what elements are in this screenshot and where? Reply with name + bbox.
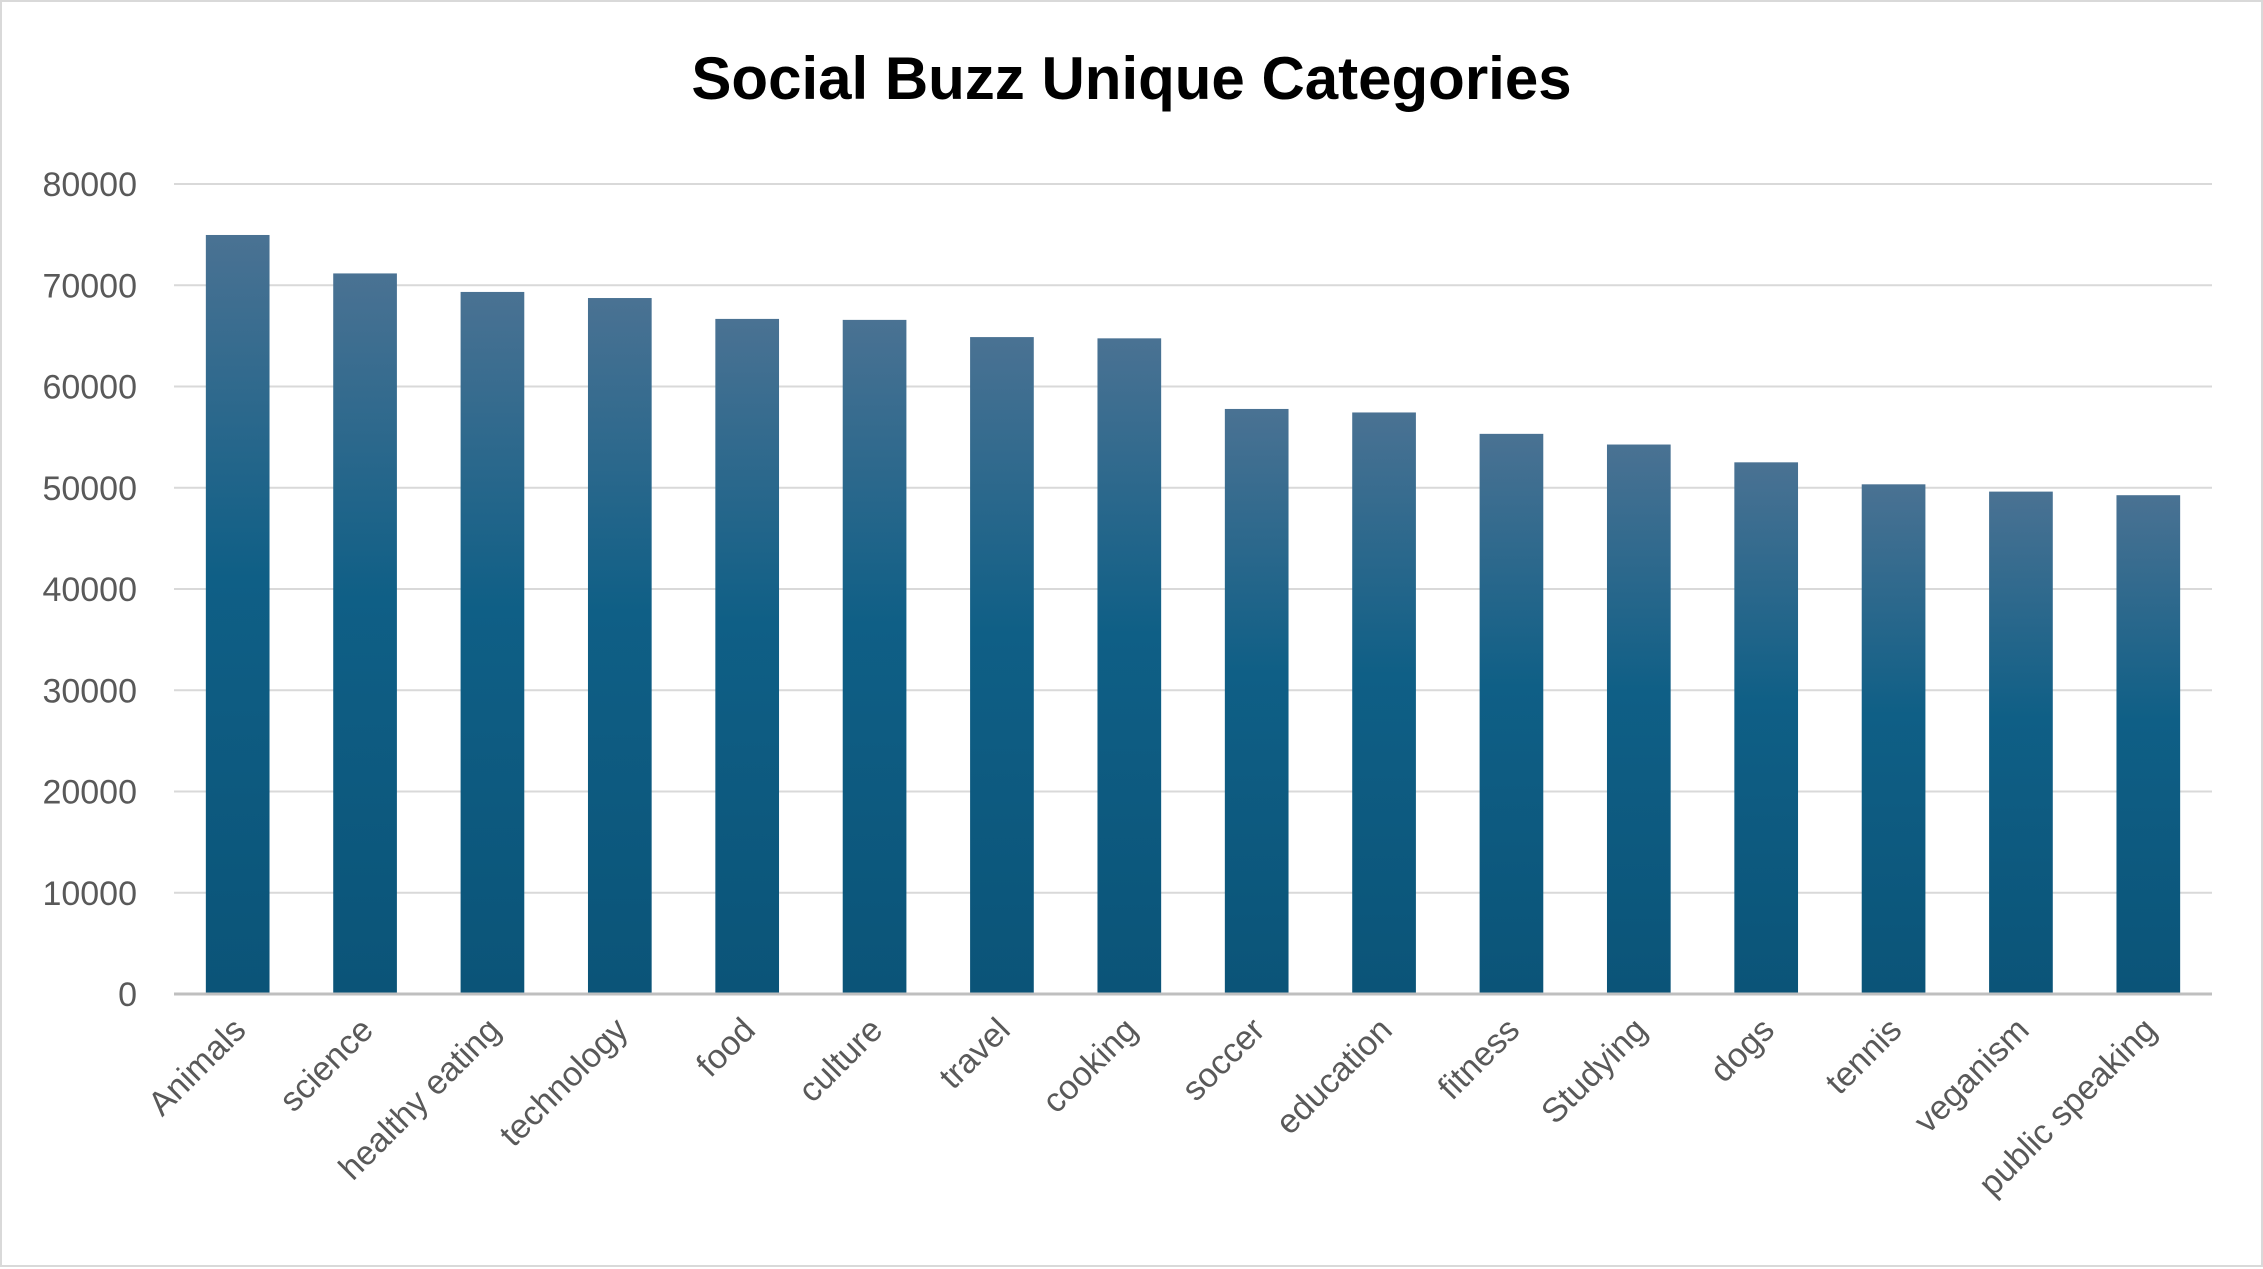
bar-healthy-eating [460, 291, 525, 994]
bar-food [715, 318, 780, 994]
x-tick-label-dogs: dogs [1703, 1011, 1782, 1090]
bar-cooking [1097, 338, 1162, 995]
bar-veganism [1989, 491, 2053, 994]
x-tick-label-food: food [689, 1011, 763, 1085]
bar-animals [205, 234, 270, 994]
bar-soccer [1224, 408, 1289, 994]
y-tick-label-2: 20000 [42, 774, 137, 812]
x-tick-label-tennis: tennis [1818, 1011, 1909, 1102]
y-tick-label-4: 40000 [42, 571, 137, 609]
bar-dogs [1734, 462, 1799, 994]
y-tick-label-8: 80000 [42, 166, 137, 204]
y-tick-label-1: 10000 [42, 875, 137, 913]
chart-title: Social Buzz Unique Categories [691, 45, 1572, 112]
x-tick-label-animals: Animals [141, 1011, 253, 1123]
y-tick-label-5: 50000 [42, 470, 137, 508]
bar-fitness [1479, 433, 1544, 994]
x-tick-label-technology: technology [492, 1011, 635, 1154]
bars [205, 234, 2181, 995]
x-tick-label-soccer: soccer [1175, 1011, 1273, 1109]
x-tick-label-travel: travel [932, 1011, 1018, 1097]
y-tick-label-6: 60000 [42, 369, 137, 407]
y-tick-label-3: 30000 [42, 672, 137, 710]
x-tick-label-science: science [272, 1011, 380, 1119]
bar-studying [1606, 444, 1671, 994]
x-tick-label-fitness: fitness [1431, 1011, 1527, 1107]
bar-travel [970, 337, 1034, 995]
bar-technology [587, 298, 652, 995]
y-axis-ticks: 0 10000 20000 30000 40000 50000 60000 70000 8000… [42, 166, 137, 1014]
y-tick-label-0: 0 [118, 976, 137, 1014]
x-tick-label-education: education [1269, 1011, 1400, 1142]
x-tick-label-cooking: cooking [1035, 1011, 1145, 1121]
bar-public-speaking [2116, 495, 2181, 994]
bar-education [1352, 412, 1416, 994]
y-tick-label-7: 70000 [42, 267, 137, 305]
x-tick-label-veganism: veganism [1907, 1011, 2037, 1141]
bar-science [333, 273, 397, 994]
x-tick-label-culture: culture [791, 1011, 890, 1110]
x-tick-label-studying: Studying [1534, 1011, 1654, 1131]
bar-culture [842, 319, 907, 994]
bar-tennis [1861, 484, 1926, 994]
